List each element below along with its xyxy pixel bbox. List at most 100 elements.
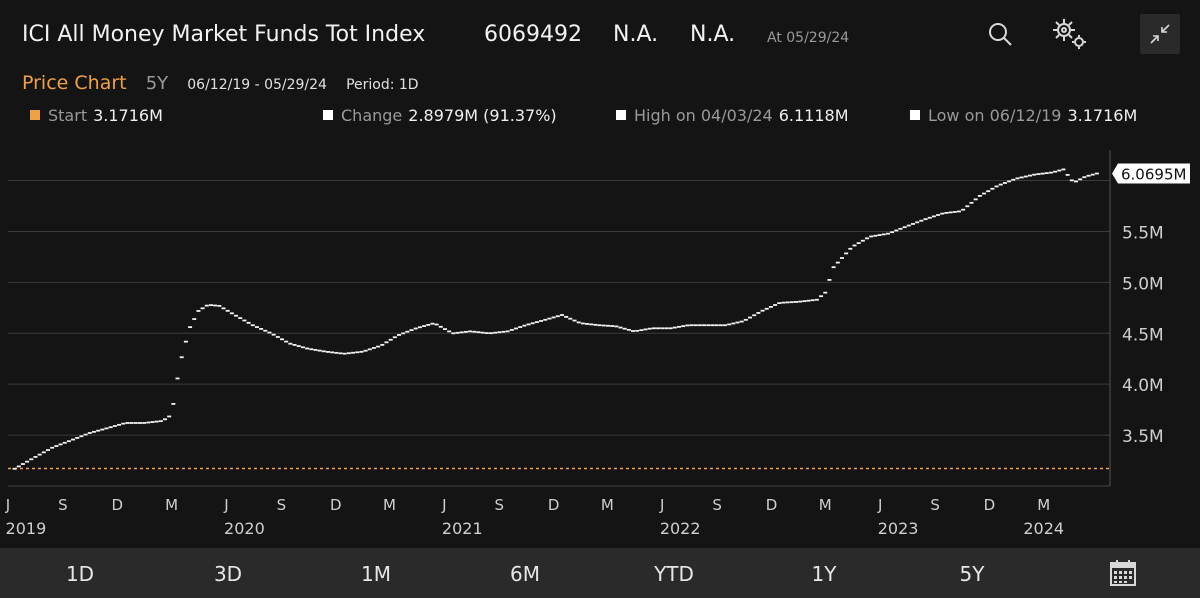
price-step-mark xyxy=(793,301,798,303)
price-step-mark xyxy=(927,216,932,219)
price-step-mark xyxy=(764,307,769,310)
search-button[interactable] xyxy=(980,14,1020,54)
price-step-mark xyxy=(338,352,343,355)
price-step-mark xyxy=(635,329,640,332)
price-step-mark xyxy=(781,301,786,304)
x-tick-label: M xyxy=(601,496,614,514)
price-step-mark xyxy=(484,332,489,335)
price-step-mark xyxy=(1023,175,1028,178)
price-step-mark xyxy=(773,304,778,306)
price-step-mark xyxy=(890,231,895,234)
price-step-mark xyxy=(146,421,151,424)
collapse-button[interactable] xyxy=(1140,14,1180,54)
price-step-mark xyxy=(702,324,707,327)
price-step-mark xyxy=(789,301,794,304)
year-label: 2021 xyxy=(442,519,483,538)
price-step-mark xyxy=(1002,182,1007,184)
range-button-5y[interactable]: 5Y xyxy=(959,562,985,586)
price-step-mark xyxy=(714,324,719,327)
price-step-mark xyxy=(1048,171,1053,174)
price-step-mark xyxy=(906,224,911,227)
price-step-mark xyxy=(29,458,34,461)
price-step-mark xyxy=(551,316,556,319)
price-step-mark xyxy=(748,316,753,319)
price-step-mark xyxy=(806,299,811,302)
price-step-mark xyxy=(835,261,840,264)
price-step-mark xyxy=(100,428,105,431)
price-step-mark xyxy=(911,223,916,225)
price-step-mark xyxy=(501,330,506,333)
price-step-mark xyxy=(885,232,890,235)
price-step-mark xyxy=(693,324,698,327)
price-step-mark xyxy=(651,327,656,330)
chart-subheader: Price Chart 5Y 06/12/19 - 05/29/24 Perio… xyxy=(22,72,419,96)
x-tick-label: D xyxy=(111,496,123,514)
range-button-1m[interactable]: 1M xyxy=(361,562,391,586)
stat-high-value: 6.1118M xyxy=(778,106,849,125)
price-step-mark xyxy=(367,348,372,351)
stats-row: Start 3.1716M Change 2.8979M (91.37%) High… xyxy=(0,106,1200,130)
price-step-mark xyxy=(154,420,159,423)
x-tick-label: S xyxy=(58,496,68,514)
price-step-mark xyxy=(505,330,510,333)
price-step-mark xyxy=(371,347,376,349)
price-step-mark xyxy=(1053,170,1058,173)
price-step-mark xyxy=(660,327,665,330)
price-step-mark xyxy=(844,252,849,255)
price-step-mark xyxy=(923,218,928,221)
price-step-mark xyxy=(250,324,255,327)
price-step-mark xyxy=(54,445,59,447)
price-step-mark xyxy=(990,187,995,190)
change-percent-value: N.A. xyxy=(690,22,736,47)
stat-start-value: 3.1716M xyxy=(93,106,163,125)
price-step-mark xyxy=(944,211,949,214)
price-step-mark xyxy=(217,304,222,307)
x-tick-label: D xyxy=(548,496,560,514)
price-step-mark xyxy=(622,327,627,330)
price-step-mark xyxy=(397,334,402,336)
price-step-mark xyxy=(601,324,606,327)
price-step-mark xyxy=(296,345,301,347)
price-chart-label: Price Chart xyxy=(22,72,127,94)
price-step-mark xyxy=(117,423,122,426)
price-step-mark xyxy=(706,324,711,327)
price-step-mark xyxy=(33,456,38,458)
price-step-mark xyxy=(493,331,498,334)
price-step-mark xyxy=(814,298,819,301)
range-button-6m[interactable]: 6M xyxy=(510,562,540,586)
price-step-mark xyxy=(902,226,907,229)
price-step-mark xyxy=(213,304,218,307)
price-step-mark xyxy=(681,325,686,328)
price-step-mark xyxy=(919,219,924,222)
price-step-mark xyxy=(977,195,982,197)
price-step-mark xyxy=(869,235,874,238)
price-step-mark xyxy=(543,318,548,321)
x-tick-label: M xyxy=(819,496,832,514)
price-step-mark xyxy=(881,233,886,236)
range-button-1d[interactable]: 1D xyxy=(65,562,95,586)
price-step-mark xyxy=(45,449,50,451)
price-step-mark xyxy=(931,215,936,218)
price-step-mark xyxy=(426,323,431,326)
range-button-ytd[interactable]: YTD xyxy=(654,562,694,586)
price-step-mark xyxy=(756,312,761,314)
settings-button[interactable] xyxy=(1050,14,1090,54)
price-step-mark xyxy=(359,350,364,353)
price-step-mark xyxy=(1073,180,1078,183)
price-step-mark xyxy=(898,227,903,230)
price-step-mark xyxy=(877,234,882,236)
price-step-mark xyxy=(518,326,523,328)
price-step-mark xyxy=(860,239,865,242)
range-button-3d[interactable]: 3D xyxy=(213,562,243,586)
price-step-mark xyxy=(300,346,305,349)
y-tick-label: 4.5M xyxy=(1122,325,1164,345)
price-step-mark xyxy=(330,351,335,354)
price-step-mark xyxy=(994,185,999,188)
price-step-mark xyxy=(656,327,661,330)
price-step-mark xyxy=(137,422,142,424)
price-step-mark xyxy=(1036,173,1041,176)
price-step-mark xyxy=(409,329,414,332)
calendar-button[interactable] xyxy=(1108,558,1138,588)
price-step-mark xyxy=(1015,177,1020,180)
range-button-1y[interactable]: 1Y xyxy=(811,562,837,586)
